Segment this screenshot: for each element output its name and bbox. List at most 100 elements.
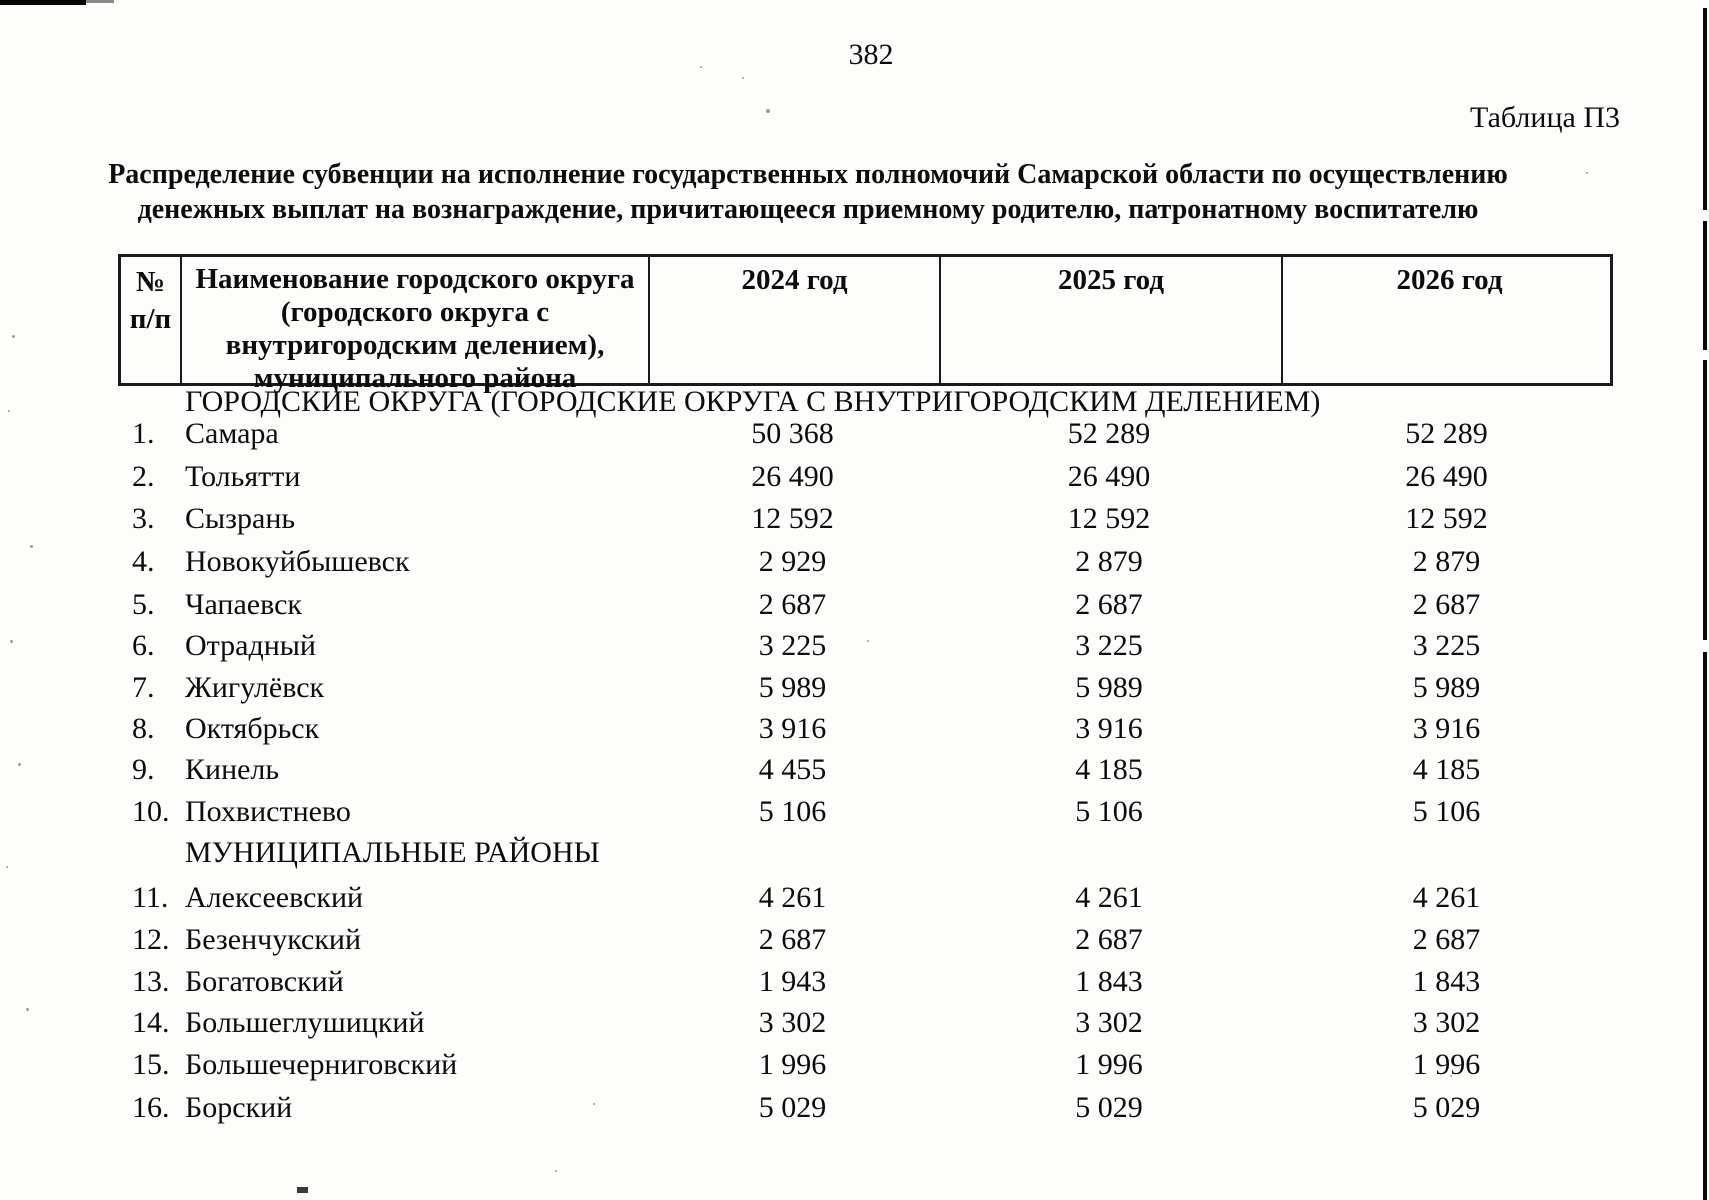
row-name: Большеглушицкий	[185, 1006, 425, 1039]
value-2025: 3 302	[1075, 1006, 1143, 1039]
table-row: 4. Новокуйбышевск 2 929 2 879 2 879	[0, 541, 1709, 583]
table-row: 2. Тольятти 26 490 26 490 26 490	[0, 456, 1709, 498]
table-row: 1. Самара 50 368 52 289 52 289	[0, 413, 1709, 455]
value-2026: 1 843	[1412, 965, 1481, 998]
value-2025: 1 843	[1075, 965, 1143, 998]
scan-noise-dot	[1450, 1075, 1452, 1077]
table-row: 11. Алексеевский 4 261 4 261 4 261	[0, 877, 1709, 919]
scan-noise-dot	[152, 935, 154, 937]
value-2024: 5 106	[758, 795, 827, 828]
scan-smudge	[297, 1187, 308, 1193]
document-title: Распределение субвенции на исполнение го…	[0, 157, 1616, 227]
column-header-name-line1: Наименование городского округа	[195, 263, 635, 295]
row-number: 10.	[132, 795, 170, 828]
value-2024: 1 943	[758, 965, 827, 998]
value-2025: 2 879	[1075, 545, 1143, 578]
row-name: Новокуйбышевск	[185, 545, 410, 578]
row-number: 11.	[132, 881, 169, 914]
value-2024: 2 929	[758, 545, 827, 578]
column-header-2024: 2024 год	[650, 257, 941, 383]
table-row: 3. Сызрань 12 592 12 592 12 592	[0, 498, 1709, 540]
table-section-row: ГОРОДСКИЕ ОКРУГА (ГОРОДСКИЕ ОКРУГА С ВНУ…	[0, 381, 1709, 423]
value-2025: 12 592	[1067, 502, 1151, 535]
page-number: 382	[848, 38, 894, 71]
value-2025: 4 261	[1075, 881, 1143, 914]
row-number: 14.	[132, 1006, 170, 1039]
row-name: Жигулёвск	[185, 671, 325, 704]
value-2026: 3 916	[1412, 712, 1481, 745]
value-2025: 2 687	[1075, 588, 1143, 621]
value-2025: 2 687	[1075, 923, 1143, 956]
value-2025: 5 989	[1075, 671, 1143, 704]
table-section-row: МУНИЦИПАЛЬНЫЕ РАЙОНЫ	[0, 832, 1709, 874]
scan-noise-dot	[766, 109, 770, 113]
value-2026: 5 106	[1412, 795, 1481, 828]
value-2026: 12 592	[1405, 502, 1488, 535]
table-row: 9. Кинель 4 455 4 185 4 185	[0, 749, 1709, 791]
row-name: Большечерниговский	[185, 1048, 458, 1081]
row-name: Кинель	[185, 753, 280, 786]
row-name: Тольятти	[185, 460, 301, 493]
scan-noise-dot	[10, 640, 13, 643]
row-name: Чапаевск	[185, 588, 302, 621]
table-row: 16. Борский 5 029 5 029 5 029	[0, 1087, 1709, 1129]
column-header-2026: 2026 год	[1396, 264, 1503, 296]
value-2024: 26 490	[751, 460, 834, 493]
value-2024: 3 225	[758, 629, 827, 662]
scan-noise-dot	[700, 66, 702, 68]
row-name: Сызрань	[185, 502, 296, 535]
value-2026: 5 029	[1412, 1091, 1481, 1124]
column-header-name: Наименование городского округа (городско…	[182, 257, 650, 394]
row-name: Отрадный	[185, 629, 316, 662]
scan-noise-dot	[1586, 172, 1588, 174]
value-2024: 50 368	[751, 417, 834, 450]
value-2024: 5 029	[758, 1091, 827, 1124]
row-number: 12.	[132, 923, 170, 956]
scan-noise-dot	[555, 1170, 557, 1172]
row-name: Борский	[185, 1091, 293, 1124]
value-2025: 5 106	[1075, 795, 1143, 828]
column-header-num: № п/п	[121, 257, 182, 383]
scan-noise-dot	[12, 335, 15, 338]
scan-edge-artifact	[1703, 8, 1707, 210]
table-label: Таблица П3	[1470, 101, 1620, 134]
row-number: 13.	[132, 965, 170, 998]
row-name: Октябрьск	[185, 712, 320, 745]
section-label: МУНИЦИПАЛЬНЫЕ РАЙОНЫ	[185, 836, 600, 869]
row-number: 9.	[132, 753, 155, 786]
value-2026: 4 261	[1412, 881, 1481, 914]
value-2024: 12 592	[751, 502, 834, 535]
scan-noise-dot	[26, 1008, 29, 1011]
value-2024: 3 302	[758, 1006, 827, 1039]
scan-noise-dot	[8, 410, 10, 412]
value-2026: 3 302	[1412, 1006, 1481, 1039]
value-2026: 1 996	[1412, 1048, 1481, 1081]
document-title-line2: денежных выплат на вознаграждение, причи…	[137, 194, 1479, 225]
value-2025: 4 185	[1075, 753, 1143, 786]
table-row: 13. Богатовский 1 943 1 843 1 843	[0, 961, 1709, 1003]
scan-noise-dot	[867, 640, 869, 642]
document-title-line1: Распределение субвенции на исполнение го…	[108, 159, 1508, 190]
table-row: 5. Чапаевск 2 687 2 687 2 687	[0, 584, 1709, 626]
table-row: 12. Безенчукский 2 687 2 687 2 687	[0, 919, 1709, 961]
value-2026: 2 879	[1412, 545, 1481, 578]
value-2026: 2 687	[1412, 588, 1481, 621]
value-2025: 5 029	[1075, 1091, 1143, 1124]
section-label: ГОРОДСКИЕ ОКРУГА (ГОРОДСКИЕ ОКРУГА С ВНУ…	[185, 385, 1321, 418]
row-number: 6.	[132, 629, 155, 662]
table-header: № п/п Наименование городского округа (го…	[118, 254, 1613, 394]
column-header-name-line3: внутригородским делением),	[225, 329, 605, 361]
row-number: 4.	[132, 545, 155, 578]
row-name: Алексеевский	[185, 881, 364, 914]
scan-noise-dot	[6, 866, 8, 868]
row-number: 15.	[132, 1048, 170, 1081]
column-header-2025: 2025 год	[941, 257, 1283, 383]
value-2024: 2 687	[758, 588, 827, 621]
value-2026: 26 490	[1405, 460, 1488, 493]
table-row: 7. Жигулёвск 5 989 5 989 5 989	[0, 667, 1709, 709]
value-2026: 4 185	[1412, 753, 1481, 786]
row-name: Самара	[185, 417, 279, 450]
scan-noise-dot	[30, 545, 33, 548]
scan-noise-dot	[593, 1103, 595, 1105]
row-number: 7.	[132, 671, 155, 704]
